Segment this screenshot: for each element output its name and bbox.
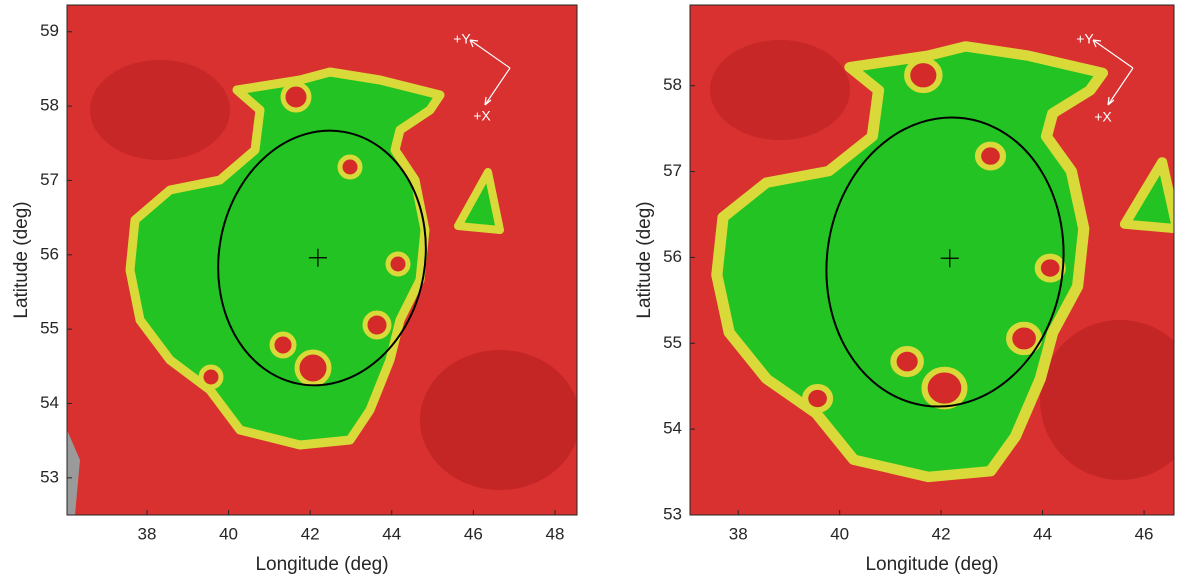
y-axis-label: Latitude (deg) bbox=[634, 201, 655, 318]
y-tick-label: 53 bbox=[663, 504, 682, 523]
x-tick-label: 48 bbox=[546, 524, 565, 543]
x-tick-label: 46 bbox=[1135, 524, 1154, 543]
y-tick-label: 53 bbox=[40, 467, 59, 486]
x-tick-label: 44 bbox=[1033, 524, 1052, 543]
x-tick-label: 38 bbox=[729, 524, 748, 543]
x-tick-label: 42 bbox=[301, 524, 320, 543]
annotation: +Y bbox=[1076, 31, 1094, 47]
annotation: +X bbox=[473, 108, 491, 124]
x-axis-label: Longitude (deg) bbox=[255, 554, 388, 575]
x-tick-label: 38 bbox=[138, 524, 157, 543]
annotation: +X bbox=[1094, 109, 1112, 125]
x-tick-label: 40 bbox=[219, 524, 238, 543]
x-tick-label: 40 bbox=[830, 524, 849, 543]
x-tick-label: 44 bbox=[382, 524, 401, 543]
y-tick-label: 58 bbox=[40, 96, 59, 115]
y-tick-label: 56 bbox=[40, 244, 59, 263]
x-tick-label: 46 bbox=[464, 524, 483, 543]
y-tick-label: 54 bbox=[663, 419, 682, 438]
annotation: +Y bbox=[453, 31, 471, 47]
y-tick-label: 55 bbox=[40, 319, 59, 338]
y-axis-label: Latitude (deg) bbox=[11, 201, 32, 318]
x-axis-label: Longitude (deg) bbox=[865, 554, 998, 575]
y-tick-label: 59 bbox=[40, 21, 59, 40]
map-image bbox=[67, 5, 580, 515]
y-tick-label: 57 bbox=[40, 170, 59, 189]
y-tick-label: 56 bbox=[663, 247, 682, 266]
x-tick-label: 42 bbox=[932, 524, 951, 543]
page: {"chart_data": [ {"type": "scatter", "x"… bbox=[0, 0, 1193, 584]
figure: 38 40 42 44 46 48 53 54 55 56 57 58 59 Longitude (deg… bbox=[0, 0, 1193, 579]
y-tick-label: 57 bbox=[663, 161, 682, 180]
y-tick-label: 55 bbox=[663, 333, 682, 352]
y-tick-label: 54 bbox=[40, 393, 59, 412]
y-tick-label: 58 bbox=[663, 75, 682, 94]
map-image bbox=[690, 5, 1193, 515]
